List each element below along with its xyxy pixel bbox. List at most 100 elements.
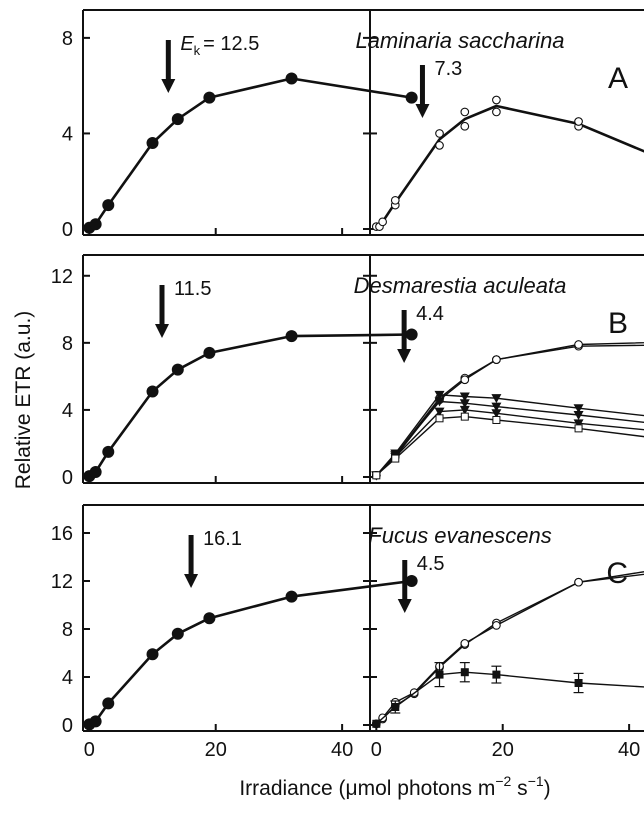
y-tick-label: 0 xyxy=(62,715,73,737)
x-tick-label: 40 xyxy=(331,739,353,761)
data-point xyxy=(405,91,418,104)
data-point xyxy=(390,195,400,205)
ek-label: 7.3 xyxy=(434,58,462,80)
series-line xyxy=(88,579,412,726)
y-tick-label: 8 xyxy=(62,619,73,641)
ek-label: Ek = 12.5 xyxy=(180,33,259,58)
ek-label-value: = 12.5 xyxy=(203,33,259,55)
data-point xyxy=(434,397,445,407)
x-axis-label-mid: s xyxy=(511,777,527,800)
data-point xyxy=(102,199,115,212)
series-line xyxy=(88,333,412,478)
x-axis-label-end: ) xyxy=(544,777,551,800)
x-tick-label: 0 xyxy=(84,739,95,761)
x-axis-label-main: Irradiance (μmol photons m xyxy=(239,777,495,800)
data-point xyxy=(460,668,469,677)
data-point xyxy=(89,715,102,728)
species-name: Fucus evanescens xyxy=(368,523,551,548)
data-point xyxy=(574,679,583,687)
data-point xyxy=(459,399,470,409)
data-point xyxy=(460,107,470,117)
data-point xyxy=(372,471,381,480)
x-axis-label: Irradiance (μmol photons m−2 s−1) xyxy=(239,773,550,800)
x-tick-label: 0 xyxy=(371,739,382,761)
plot-area: 0 4 8 Ek = 12.5 Laminaria saccharina 7.3 0 4 8 12 1… xyxy=(51,9,644,761)
panel-letter: C xyxy=(606,557,628,590)
ek-arrow-head xyxy=(184,574,199,588)
y-tick-label: 16 xyxy=(51,523,73,545)
data-point xyxy=(435,141,444,150)
data-point xyxy=(491,402,502,412)
data-point xyxy=(203,346,216,359)
ek-arrow-head xyxy=(397,599,412,613)
x-axis-label-sup2: −1 xyxy=(528,773,544,789)
series-line xyxy=(88,77,412,229)
data-point xyxy=(574,117,583,126)
subplot-C-left: 0 4 8 12 16 0 20 40 16.1 Fucus evanescens xyxy=(51,523,552,761)
data-point xyxy=(405,575,418,587)
data-point xyxy=(391,454,400,463)
data-point xyxy=(146,385,159,398)
y-tick-label: 0 xyxy=(62,467,73,489)
panel-letter: B xyxy=(608,307,628,340)
series-line xyxy=(375,671,644,725)
x-tick-label: 40 xyxy=(618,739,640,761)
ek-label: 4.4 xyxy=(416,303,444,325)
data-point xyxy=(459,392,470,402)
data-point xyxy=(378,217,387,227)
subplot-B-right: 4.4 xyxy=(371,303,644,481)
data-point xyxy=(203,612,216,625)
data-point xyxy=(171,363,184,376)
data-point xyxy=(171,627,184,640)
data-point xyxy=(573,410,584,420)
data-point xyxy=(492,355,501,364)
data-point xyxy=(574,424,583,433)
data-point xyxy=(435,670,444,679)
data-point xyxy=(102,697,115,710)
data-point xyxy=(574,340,583,349)
data-point xyxy=(573,404,584,414)
ek-label: 16.1 xyxy=(203,528,242,550)
data-point xyxy=(574,577,583,587)
series-line xyxy=(375,571,644,725)
data-point xyxy=(285,590,298,603)
ek-arrow-head xyxy=(155,324,169,338)
ek-label: 11.5 xyxy=(174,278,211,300)
subplot-C-right: 02040604.5 xyxy=(371,553,644,761)
data-point xyxy=(203,91,216,104)
y-tick-label: 4 xyxy=(62,123,73,145)
y-tick-label: 8 xyxy=(62,28,73,50)
x-tick-label: 20 xyxy=(492,739,514,761)
data-point xyxy=(459,405,470,415)
series-line xyxy=(375,409,644,476)
y-tick-label: 12 xyxy=(51,266,73,288)
series-line xyxy=(375,573,644,725)
data-point xyxy=(492,415,501,424)
data-point xyxy=(460,375,470,385)
y-tick-label: 0 xyxy=(62,219,73,241)
species-name: Laminaria saccharina xyxy=(355,28,564,53)
data-point xyxy=(285,330,298,343)
panel-letter: A xyxy=(608,62,628,95)
x-axis-label-sup1: −2 xyxy=(495,773,511,789)
ek-label-sub: k xyxy=(194,43,201,58)
data-point xyxy=(435,129,444,138)
data-point xyxy=(372,719,381,728)
ek-arrow-head xyxy=(161,79,176,93)
data-point xyxy=(573,419,584,429)
data-point xyxy=(146,137,159,149)
y-tick-label: 4 xyxy=(62,667,73,689)
y-tick-label: 4 xyxy=(62,400,73,422)
data-point xyxy=(89,465,102,478)
y-axis-label: Relative ETR (a.u.) xyxy=(12,311,35,490)
data-point xyxy=(89,218,102,231)
data-point xyxy=(491,394,502,404)
ek-arrow-head xyxy=(415,104,430,118)
series-line xyxy=(375,344,644,476)
ek-label: 4.5 xyxy=(417,553,445,575)
y-tick-label: 12 xyxy=(51,571,73,593)
data-point xyxy=(102,445,115,458)
data-point xyxy=(146,648,159,661)
subplot-A-right: 7.3 xyxy=(371,58,644,231)
data-point xyxy=(492,107,501,117)
